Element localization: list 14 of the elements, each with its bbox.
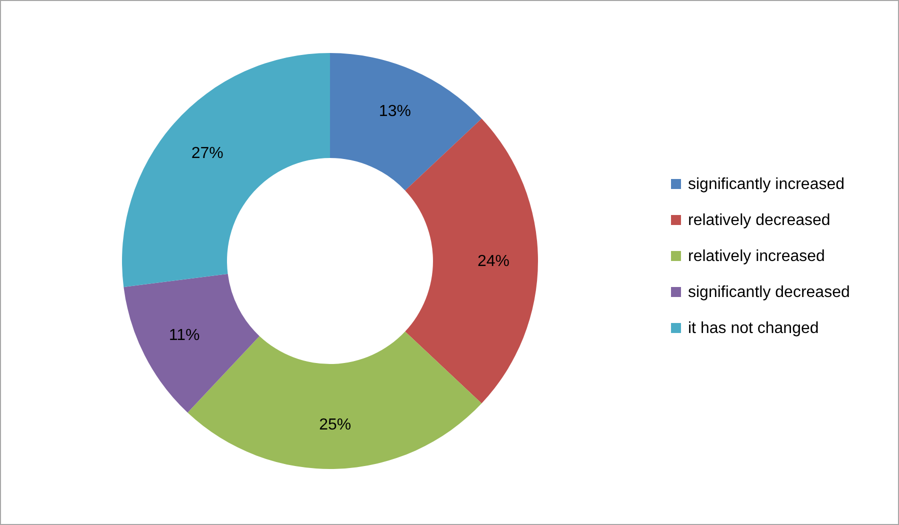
donut-slice bbox=[405, 118, 538, 404]
data-label: 27% bbox=[191, 144, 224, 162]
donut-slice bbox=[124, 274, 260, 413]
data-label: 13% bbox=[378, 102, 411, 120]
data-label: 25% bbox=[319, 416, 352, 434]
donut-slice bbox=[122, 53, 330, 288]
legend-label: significantly decreased bbox=[688, 284, 850, 301]
legend-label: relatively decreased bbox=[688, 212, 830, 229]
data-label: 24% bbox=[477, 253, 510, 270]
data-label: 11% bbox=[168, 327, 200, 344]
donut-slice bbox=[330, 53, 482, 190]
legend-label: it has not changed bbox=[688, 320, 819, 337]
legend-label: significantly increased bbox=[688, 176, 845, 193]
legend-label: relatively increased bbox=[688, 248, 825, 265]
